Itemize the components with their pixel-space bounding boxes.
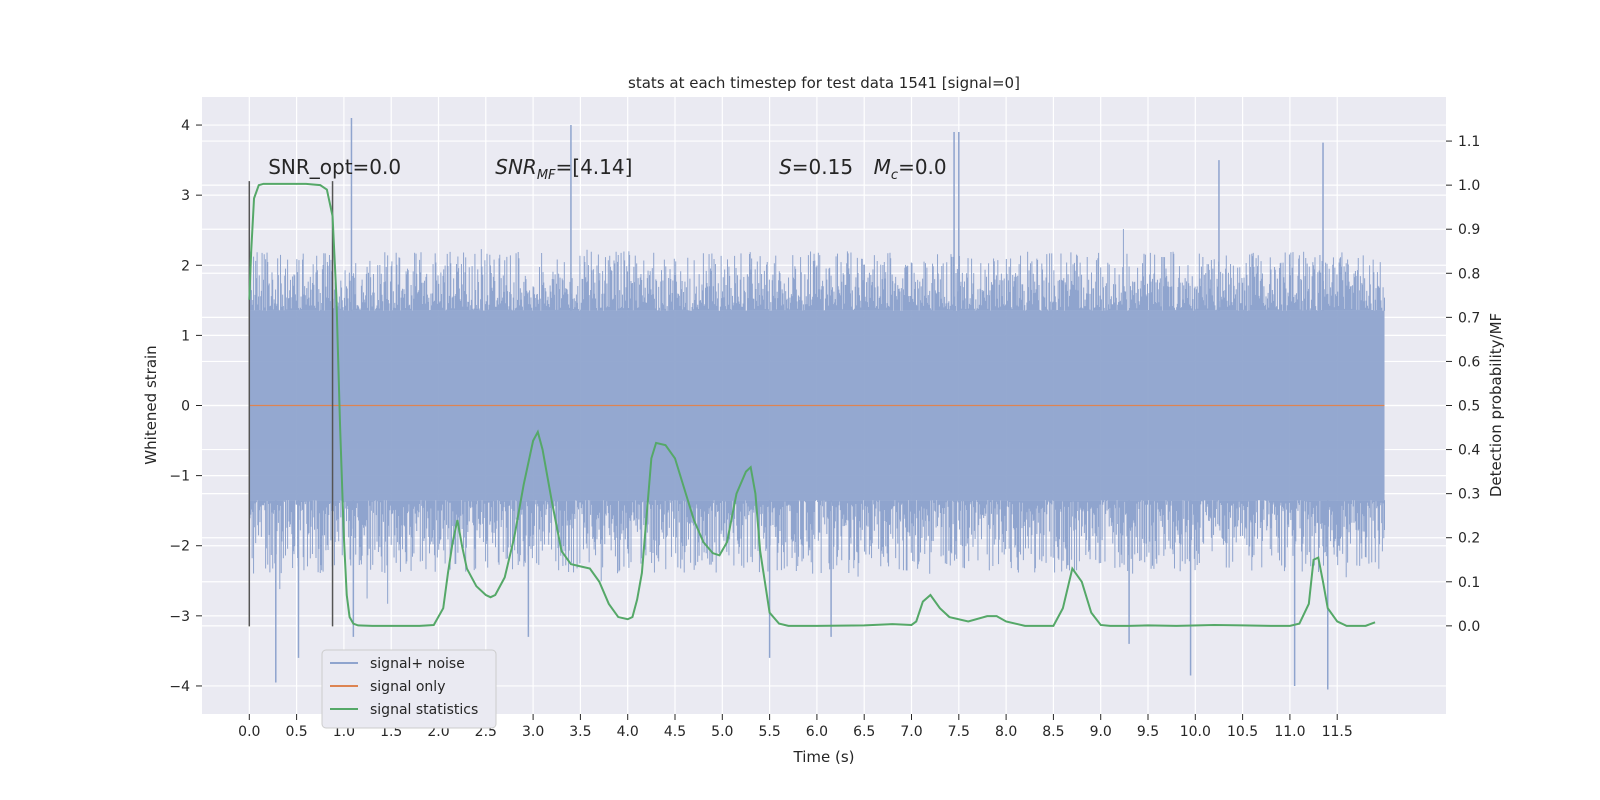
- y2-axis-label: Detection probability/MF: [1487, 313, 1505, 497]
- x-tick-label: 8.5: [1042, 724, 1064, 740]
- event-markers: [248, 181, 334, 627]
- y2-tick-label: 0.5: [1458, 399, 1480, 415]
- x-tick-label: 5.0: [711, 724, 733, 740]
- y2-tick-label: 0.4: [1458, 443, 1480, 459]
- y-tick-label: −4: [169, 679, 190, 695]
- y2-tick-label: 0.6: [1458, 354, 1480, 370]
- x-tick-label: 3.0: [522, 724, 544, 740]
- x-tick-label: 7.5: [948, 724, 970, 740]
- y2-tick-label: 0.1: [1458, 575, 1480, 591]
- y2-tick-label: 0.2: [1458, 531, 1480, 547]
- x-tick-label: 9.5: [1137, 724, 1159, 740]
- x-tick-label: 4.5: [664, 724, 686, 740]
- x-tick-label: 7.0: [900, 724, 922, 740]
- y-tick-label: −3: [169, 609, 190, 625]
- x-axis-label: Time (s): [793, 748, 855, 766]
- legend-label-signal-noise: signal+ noise: [370, 656, 465, 672]
- x-tick-label: 6.5: [853, 724, 875, 740]
- x-tick-label: 0.5: [285, 724, 307, 740]
- y-tick-label: −1: [169, 469, 190, 485]
- x-tick-label: 5.5: [758, 724, 780, 740]
- annotation-2: S=0.15: [779, 155, 853, 179]
- legend-label-signal-only: signal only: [370, 679, 445, 695]
- legend-label-signal-statistics: signal statistics: [370, 702, 478, 718]
- y2-tick-label: 0.7: [1458, 310, 1480, 326]
- y2-tick-label: 1.1: [1458, 134, 1480, 150]
- annotation-0: SNR_opt=0.0: [268, 155, 401, 179]
- chart-title: stats at each timestep for test data 154…: [628, 74, 1020, 92]
- annotation-3: Mc=0.0: [874, 155, 947, 183]
- signal-statistics-series: [248, 182, 1376, 627]
- legend: signal+ noise signal only signal statist…: [321, 649, 497, 729]
- signal-statistics-line: [248, 182, 1376, 627]
- x-axis: 0.0 0.5 1.0 1.5 2.0 2.5 3.0 3.5 4.0 4.5 5.0 5.5 6.0 6…: [238, 714, 1353, 740]
- x-tick-label: 11.5: [1322, 724, 1353, 740]
- x-tick-label: 3.5: [569, 724, 591, 740]
- x-tick-label: 10.0: [1180, 724, 1211, 740]
- x-tick-label: 0.0: [238, 724, 260, 740]
- x-tick-label: 4.0: [617, 724, 639, 740]
- y2-tick-label: 0.9: [1458, 222, 1480, 238]
- y2-tick-label: 1.0: [1458, 178, 1480, 194]
- y2-tick-label: 0.0: [1458, 619, 1480, 635]
- y2-tick-label: 0.8: [1458, 266, 1480, 282]
- x-tick-label: 9.0: [1090, 724, 1112, 740]
- y-tick-label: 3: [181, 188, 190, 204]
- y-tick-label: −2: [169, 539, 190, 555]
- x-tick-label: 10.5: [1227, 724, 1258, 740]
- y-tick-label: 0: [181, 399, 190, 415]
- legend-box: [321, 649, 497, 729]
- annotations: SNR_opt=0.0 SNRMF=[4.14] S=0.15 Mc=0.0: [268, 155, 946, 183]
- y2-tick-label: 0.3: [1458, 487, 1480, 503]
- y-tick-label: 1: [181, 328, 190, 344]
- x-tick-label: 8.0: [995, 724, 1017, 740]
- y-axis-left: −4 −3 −2 −1 0 1 2 3 4: [169, 118, 202, 695]
- annotation-1: SNRMF=[4.14]: [495, 155, 632, 183]
- x-tick-label: 6.0: [806, 724, 828, 740]
- x-tick-label: 11.0: [1274, 724, 1305, 740]
- y-tick-label: 2: [181, 258, 190, 274]
- y-tick-label: 4: [181, 118, 190, 134]
- y-axis-label: Whitened strain: [142, 345, 160, 464]
- y-axis-right: 0.0 0.1 0.2 0.3 0.4 0.5 0.6 0.7 0.8 0.9 1.0 1.1: [1446, 134, 1480, 635]
